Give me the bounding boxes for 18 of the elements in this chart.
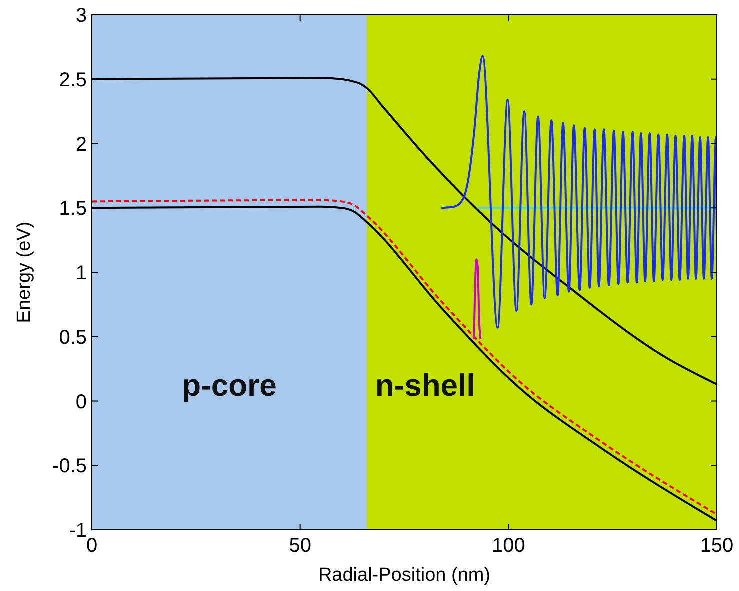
band-label: n-shell [375, 368, 476, 404]
x-tick-label: 150 [700, 535, 734, 557]
line-series [440, 55, 717, 329]
y-tick-label: 0 [76, 391, 87, 414]
line-series [473, 258, 482, 340]
y-tick-label: -0.5 [52, 456, 87, 478]
y-tick-label: 2.5 [59, 69, 87, 92]
y-tick-label: 0.5 [59, 326, 87, 349]
x-axis-title: Radial-Position (nm) [318, 565, 491, 586]
x-tick-label: 50 [289, 535, 312, 557]
y-tick-label: 2 [76, 134, 87, 156]
y-axis-title: Energy (eV) [14, 222, 35, 324]
y-tick-label: -1 [69, 520, 87, 542]
y-tick-label: 1 [76, 262, 87, 284]
band-label: p-core [182, 368, 277, 404]
x-tick-label: 100 [492, 535, 526, 557]
y-tick-label: 3 [76, 5, 87, 27]
y-tick-label: 1.5 [59, 198, 87, 220]
